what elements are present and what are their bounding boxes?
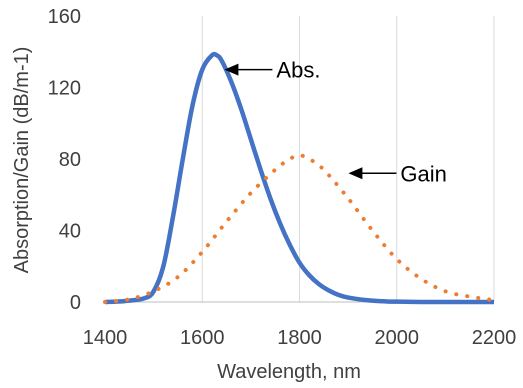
x-tick-label: 1800 (277, 327, 322, 349)
annotation-arrow-head (224, 63, 239, 76)
series-group (103, 51, 496, 305)
x-axis-title: Wavelength, nm (217, 361, 361, 383)
gain-series-line (103, 153, 496, 304)
x-tick-label: 1600 (180, 327, 225, 349)
x-tick-label: 2200 (472, 327, 517, 349)
annotation-label: Gain (400, 161, 446, 186)
y-tick-label: 40 (59, 221, 81, 243)
x-tick-label: 1400 (83, 327, 128, 349)
annotation-arrow-head (348, 167, 363, 180)
y-tick-label: 160 (48, 6, 81, 28)
y-tick-label: 120 (48, 78, 81, 100)
y-tick-labels: 0 40 80 120 160 (48, 6, 81, 314)
x-tick-labels: 1400 1600 1800 2000 2200 (83, 327, 517, 349)
x-tick-label: 2000 (375, 327, 420, 349)
annotations: Abs. Gain (224, 58, 447, 186)
gridlines (201, 16, 495, 302)
y-axis-title: Absorption/Gain (dB/m-1) (11, 47, 33, 274)
y-tick-label: 0 (70, 292, 81, 314)
absorption-series-line (104, 51, 494, 305)
y-tick-label: 80 (59, 149, 81, 171)
annotation-label: Abs. (276, 58, 320, 83)
